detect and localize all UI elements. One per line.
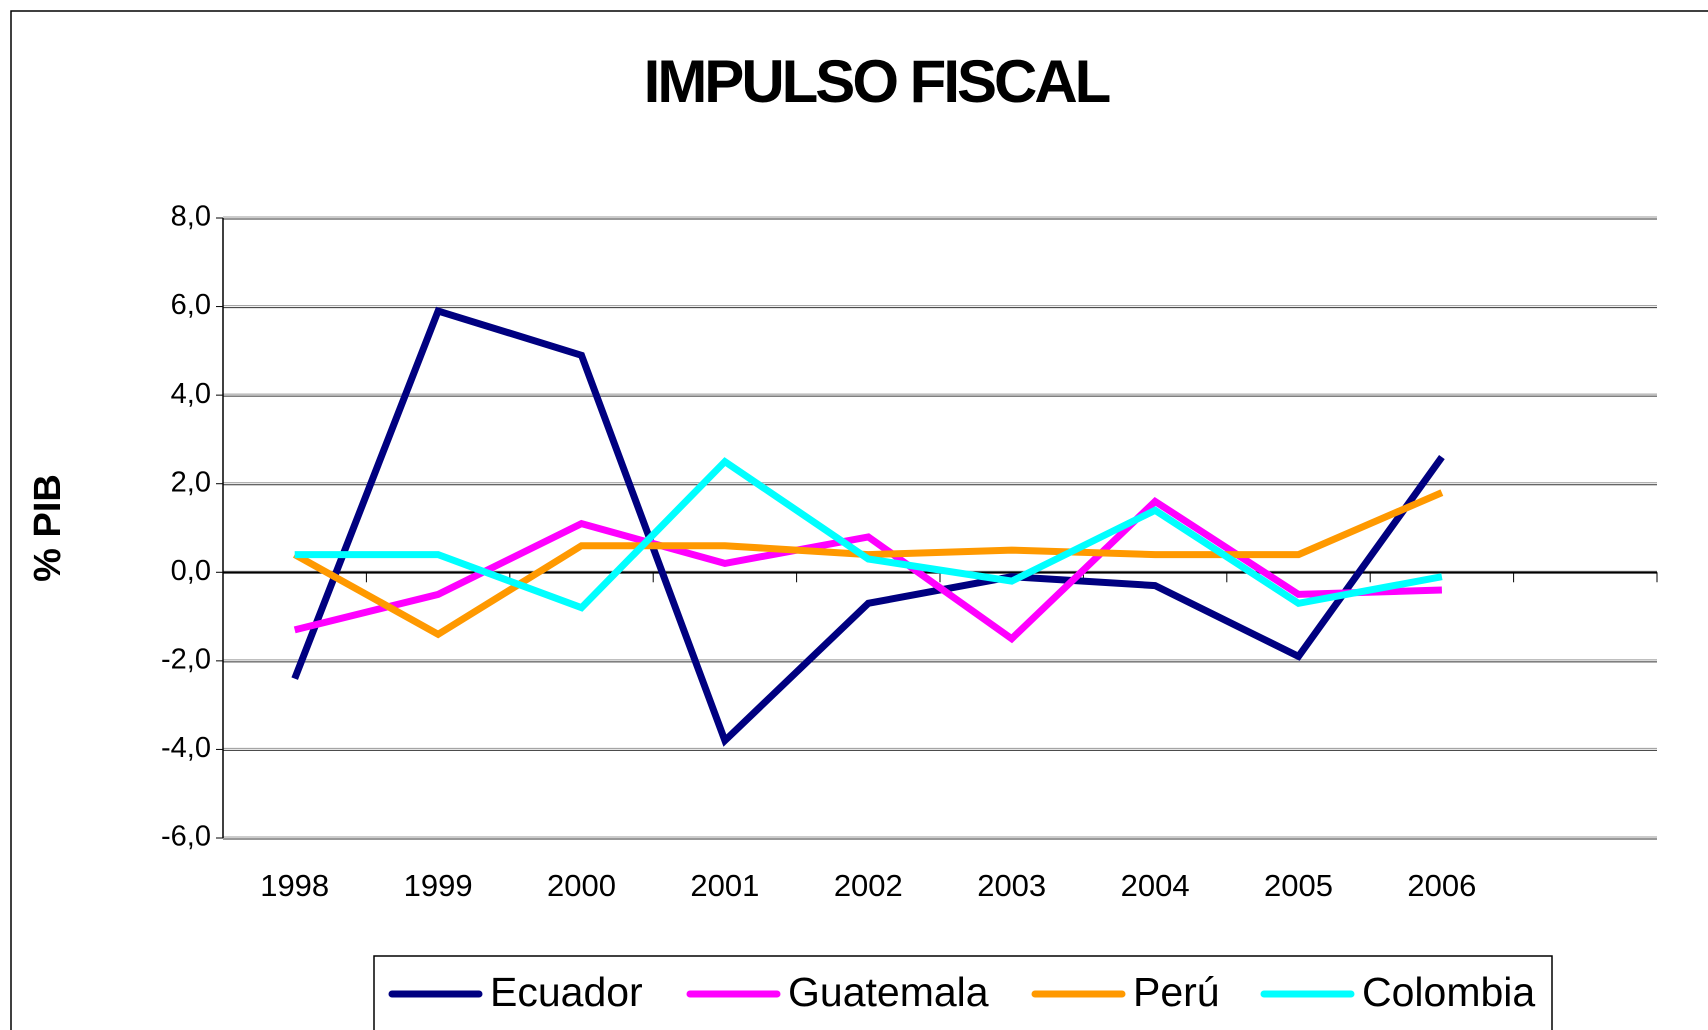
chart-frame (10, 10, 1708, 1030)
x-tick-label: 2006 (1407, 868, 1476, 903)
x-tick-label: 2001 (690, 868, 759, 903)
series-line (292, 489, 1444, 639)
x-tick-label: 2002 (834, 868, 903, 903)
x-tick-label: 2000 (547, 868, 616, 903)
legend-label: Guatemala (788, 969, 989, 1015)
y-tick-label: 2,0 (171, 466, 211, 498)
y-tick-label: 8,0 (171, 201, 211, 233)
y-tick-label: 0,0 (171, 555, 211, 587)
series-line (291, 306, 1445, 747)
y-tick-label: -2,0 (161, 644, 211, 676)
y-tick-label: 4,0 (171, 378, 211, 410)
legend (373, 955, 1553, 1030)
legend-label: Colombia (1362, 969, 1535, 1015)
legend-label: Ecuador (490, 969, 643, 1015)
x-tick-label: 2005 (1264, 868, 1333, 903)
x-tick-label: 1998 (260, 868, 329, 903)
x-tick-label: 1999 (404, 868, 473, 903)
y-tick-label: -6,0 (161, 821, 211, 853)
series-line (294, 457, 1443, 612)
y-tick-label: -4,0 (161, 732, 211, 764)
x-tick-label: 2003 (977, 868, 1046, 903)
chart-title: IMPULSO FISCAL (644, 48, 1110, 115)
x-tick-label: 2004 (1121, 868, 1190, 903)
y-tick-label: 6,0 (171, 289, 211, 321)
legend-label: Perú (1133, 969, 1220, 1015)
y-axis-label: % PIB (27, 474, 69, 582)
